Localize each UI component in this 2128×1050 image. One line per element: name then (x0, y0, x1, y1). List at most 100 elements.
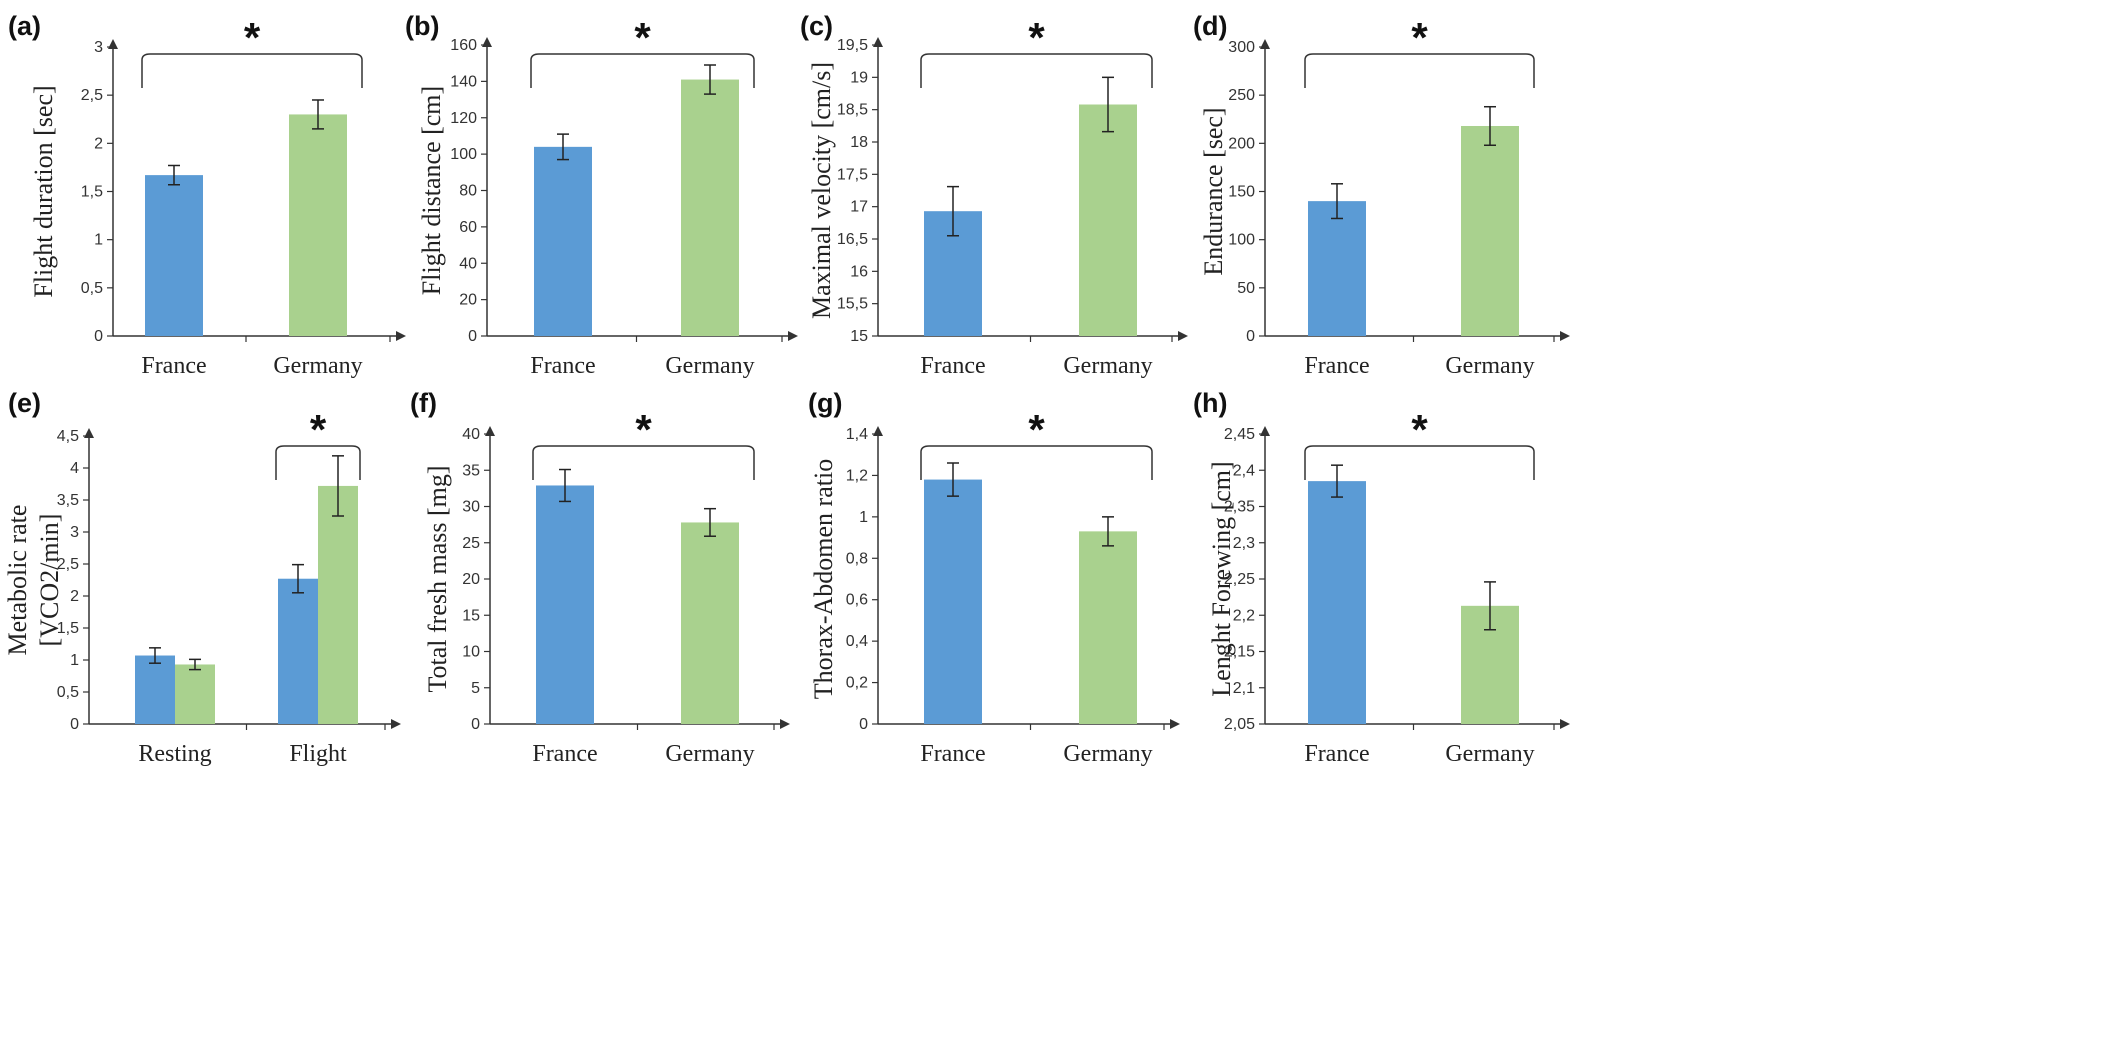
bar (145, 175, 203, 336)
y-tick-label: 35 (462, 462, 480, 479)
bar (1079, 531, 1137, 724)
significance-marker: * (635, 406, 652, 453)
y-tick-label: 17,5 (837, 166, 868, 183)
significance-marker: * (244, 14, 261, 61)
y-tick-label: 0 (468, 328, 477, 345)
y-tick-label: 0,4 (846, 633, 868, 650)
y-tick-label: 0 (94, 328, 103, 345)
y-tick-label: 0 (1246, 328, 1255, 345)
y-tick-label: 3 (94, 39, 103, 56)
significance-bracket (1304, 445, 1535, 480)
x-category-label: Germany (1063, 353, 1152, 379)
x-category-label: France (532, 741, 597, 767)
y-tick-label: 1,5 (81, 184, 103, 201)
y-tick-label: 1,5 (57, 620, 79, 637)
bar (534, 146, 592, 336)
panel-h: (h) 2,05 2,1 2,15 2,2 2,25 2,3 2,35 2,4 2,45 Franc… (1193, 388, 1570, 767)
bar (135, 655, 175, 724)
y-tick-label: 2,4 (1233, 462, 1255, 479)
y-tick-label: 10 (462, 644, 480, 661)
bar (278, 578, 318, 724)
y-tick-label: 2,25 (1224, 571, 1255, 588)
x-category-label: France (1304, 353, 1369, 379)
bar (1079, 104, 1137, 336)
y-tick-label: 0,8 (846, 550, 868, 567)
x-category-label: France (530, 353, 595, 379)
y-tick-label: 3 (70, 524, 79, 541)
y-tick-label: 17 (850, 199, 868, 216)
y-tick-label: 16 (850, 263, 868, 280)
bar (1308, 481, 1366, 724)
y-tick-label: 4 (70, 460, 79, 477)
y-tick-label: 40 (462, 426, 480, 443)
y-axis-label: Lenght Forewing [cm] (1207, 461, 1236, 696)
y-tick-label: 60 (459, 219, 477, 236)
bar (289, 114, 347, 336)
panel-label: (f) (410, 388, 437, 418)
y-tick-label: 0,5 (81, 280, 103, 297)
y-tick-label: 20 (459, 292, 477, 309)
y-axis-label: Flight duration [sec] (29, 85, 58, 297)
panel-f: (f) 0 5 10 15 20 25 30 35 40 France Germany Total fr… (410, 388, 790, 767)
y-tick-label: 5 (471, 680, 480, 697)
y-tick-label: 80 (459, 183, 477, 200)
y-tick-label: 50 (1237, 280, 1255, 297)
y-tick-label: 2,35 (1224, 499, 1255, 516)
x-axis-arrow (1178, 331, 1188, 341)
x-category-label: Germany (1063, 741, 1152, 767)
significance-bracket (920, 445, 1153, 480)
y-tick-label: 0 (70, 716, 79, 733)
significance-marker: * (1411, 14, 1428, 61)
significance-bracket (532, 445, 755, 480)
y-axis-label-unit: [VCO2/min] (35, 514, 64, 647)
y-tick-label: 2,1 (1233, 680, 1255, 697)
panel-d: (d) 0 50 100 150 200 250 300 France Germany Endura… (1193, 11, 1570, 379)
x-axis-arrow (1560, 719, 1570, 729)
significance-marker: * (634, 14, 651, 61)
y-tick-label: 3,5 (57, 492, 79, 509)
y-tick-label: 0,2 (846, 675, 868, 692)
y-tick-label: 2 (70, 588, 79, 605)
panel-g: (g) 0 0,2 0,4 0,6 0,8 1 1,2 1,4 France Germany Thor… (808, 388, 1180, 767)
y-tick-label: 1 (70, 652, 79, 669)
panel-c: (c) 15 15,5 16 16,5 17 17,5 18 18,5 19 19,5 France G… (800, 11, 1188, 379)
y-tick-label: 20 (462, 571, 480, 588)
panel-label: (h) (1193, 388, 1227, 418)
y-tick-label: 0 (859, 716, 868, 733)
bar (318, 485, 358, 724)
bar (175, 664, 215, 724)
y-tick-label: 19,5 (837, 37, 868, 54)
x-axis-arrow (1560, 331, 1570, 341)
x-axis-arrow (780, 719, 790, 729)
y-tick-label: 18,5 (837, 102, 868, 119)
y-tick-label: 30 (462, 499, 480, 516)
x-category-label: Resting (138, 741, 211, 767)
bar (681, 522, 739, 724)
x-category-label: Germany (665, 353, 754, 379)
significance-marker: * (310, 406, 327, 453)
y-tick-label: 15 (850, 328, 868, 345)
panel-label: (b) (405, 11, 439, 41)
y-tick-label: 15 (462, 607, 480, 624)
y-tick-label: 40 (459, 255, 477, 272)
bar (536, 485, 594, 724)
bar (924, 479, 982, 724)
panel-label: (c) (800, 11, 833, 41)
y-tick-label: 2,45 (1224, 426, 1255, 443)
y-axis-label: Endurance [sec] (1199, 107, 1228, 275)
y-tick-label: 2,15 (1224, 644, 1255, 661)
y-tick-label: 0,6 (846, 592, 868, 609)
x-category-label: France (920, 353, 985, 379)
y-axis-label: Maximal velocity [cm/s] (807, 62, 836, 319)
significance-bracket (141, 53, 363, 88)
y-axis-label: Thorax-Abdomen ratio (809, 459, 838, 699)
y-tick-label: 2,5 (81, 87, 103, 104)
y-tick-label: 1 (94, 232, 103, 249)
x-category-label: Germany (1445, 353, 1534, 379)
y-tick-label: 25 (462, 535, 480, 552)
panel-a: (a) 0 0,5 1 1,5 2 2,5 3 France Germany Flight dura… (8, 11, 406, 379)
x-axis-arrow (391, 719, 401, 729)
y-tick-label: 2 (94, 135, 103, 152)
panel-label: (g) (808, 388, 842, 418)
x-category-label: France (141, 353, 206, 379)
